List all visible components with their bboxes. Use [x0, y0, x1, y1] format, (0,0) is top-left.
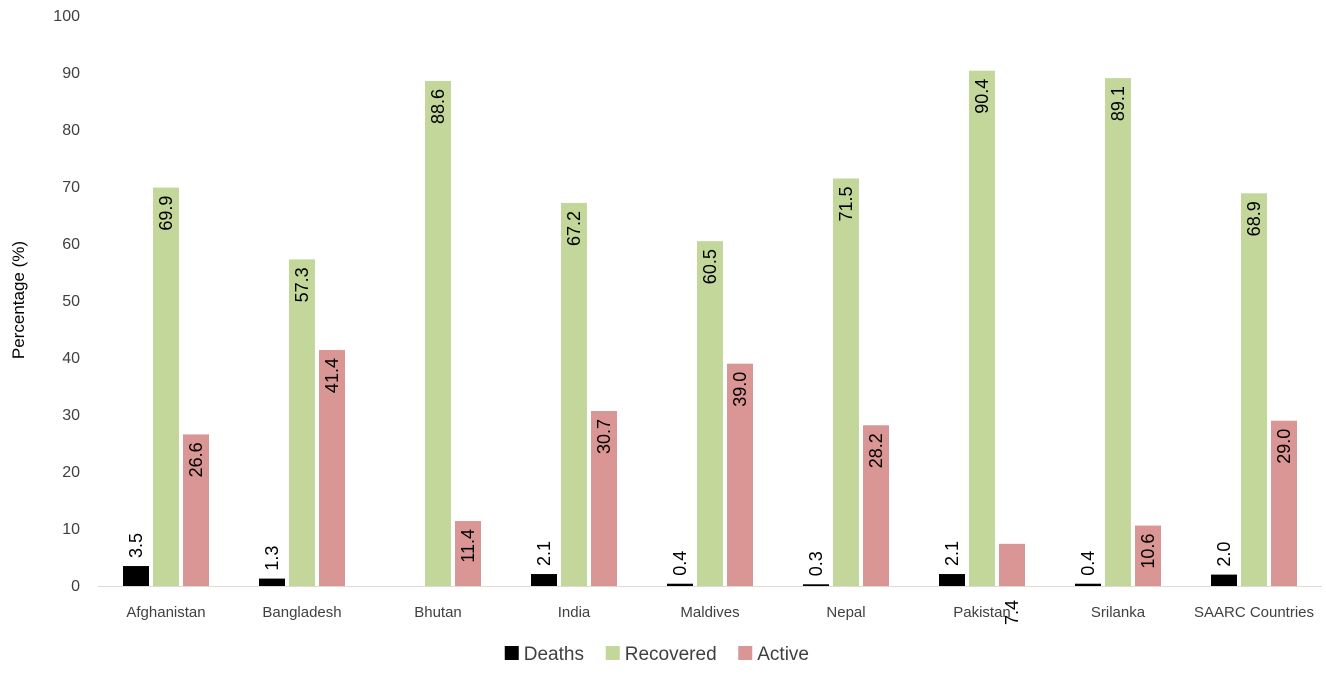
x-tick-label: Nepal	[826, 604, 865, 621]
y-tick-label: 50	[62, 293, 80, 310]
bar-active	[727, 363, 753, 586]
bar-active	[863, 425, 889, 586]
x-tick-label: Pakistan	[953, 604, 1011, 621]
data-label-deaths: 0.3	[806, 551, 826, 576]
x-tick-label: Maldives	[680, 604, 739, 621]
bar-recovered	[1241, 193, 1267, 586]
data-labels-group: 3.5 69.9 26.6 1.3 57.3 41.4 88.6 11.4 2.1 67.2 30.…	[126, 79, 1294, 625]
data-label-active: 10.6	[1138, 534, 1158, 569]
bar-active	[1135, 525, 1161, 586]
data-label-active: 26.6	[186, 442, 206, 477]
data-label-active: 30.7	[594, 419, 614, 454]
data-label-recovered: 67.2	[564, 211, 584, 246]
data-label-active: 28.2	[866, 433, 886, 468]
legend-label-recovered: Recovered	[625, 644, 717, 665]
legend-label-deaths: Deaths	[524, 644, 584, 665]
data-label-active: 41.4	[322, 358, 342, 393]
data-label-active: 29.0	[1274, 429, 1294, 464]
data-label-recovered: 88.6	[428, 89, 448, 124]
bar-deaths	[939, 574, 965, 586]
y-tick-label: 60	[62, 236, 80, 253]
y-tick-label: 20	[62, 464, 80, 481]
bar-active	[183, 434, 209, 586]
data-label-recovered: 68.9	[1244, 201, 1264, 236]
bar-deaths	[667, 583, 693, 586]
data-label-recovered: 60.5	[700, 249, 720, 284]
bars-group	[123, 70, 1297, 587]
y-tick-label: 70	[62, 179, 80, 196]
bar-deaths	[259, 578, 285, 586]
bar-active	[999, 543, 1025, 586]
bar-recovered	[425, 80, 451, 586]
legend: Deaths Recovered Active	[504, 644, 809, 665]
legend-label-active: Active	[757, 644, 809, 665]
y-tick-label: 0	[71, 578, 80, 595]
bar-recovered	[697, 241, 723, 586]
legend-swatch-active	[738, 646, 753, 660]
x-tick-label: Bangladesh	[262, 604, 341, 621]
bar-recovered	[153, 187, 179, 586]
data-label-deaths: 1.3	[262, 546, 282, 571]
y-axis-label: Percentage (%)	[9, 241, 28, 359]
bar-recovered	[969, 70, 995, 587]
bar-active	[319, 350, 345, 586]
data-label-deaths: 3.5	[126, 533, 146, 558]
bar-active	[1271, 420, 1297, 586]
y-tick-label: 80	[62, 122, 80, 139]
data-label-recovered: 71.5	[836, 186, 856, 221]
data-label-recovered: 69.9	[156, 196, 176, 231]
y-tick-label: 40	[62, 350, 80, 367]
legend-swatch-recovered	[605, 646, 620, 660]
x-tick-label: SAARC Countries	[1194, 604, 1314, 621]
data-label-recovered: 90.4	[972, 79, 992, 114]
y-tick-label: 10	[62, 521, 80, 538]
data-label-deaths: 2.0	[1214, 542, 1234, 567]
data-label-recovered: 57.3	[292, 267, 312, 302]
category-labels-group: Afghanistan Bangladesh Bhutan India Maldives…	[126, 604, 1314, 621]
bar-deaths	[531, 574, 557, 586]
bar-recovered	[833, 178, 859, 586]
bar-active	[591, 411, 617, 586]
data-label-deaths: 0.4	[1078, 551, 1098, 576]
bar-deaths	[1075, 583, 1101, 586]
bar-deaths	[123, 566, 149, 586]
data-label-deaths: 0.4	[670, 551, 690, 576]
bar-deaths	[1211, 574, 1237, 586]
x-tick-label: Bhutan	[414, 604, 462, 621]
bar-active	[455, 521, 481, 586]
y-axis-ticks: 0 10 20 30 40 50 60 70 80 90 100	[53, 8, 80, 595]
data-label-active: 7.4	[1002, 600, 1022, 625]
data-label-deaths: 2.1	[534, 541, 554, 566]
bar-recovered	[1105, 78, 1131, 586]
data-label-deaths: 2.1	[942, 541, 962, 566]
y-tick-label: 100	[53, 8, 80, 25]
x-tick-label: Afghanistan	[126, 604, 205, 621]
y-tick-label: 90	[62, 65, 80, 82]
data-label-active: 11.4	[458, 529, 478, 563]
bar-deaths	[803, 584, 829, 586]
legend-swatch-deaths	[504, 646, 519, 660]
y-tick-label: 30	[62, 407, 80, 424]
x-tick-label: Srilanka	[1091, 604, 1146, 621]
data-label-recovered: 89.1	[1108, 86, 1128, 121]
bar-recovered	[561, 202, 587, 586]
data-label-active: 39.0	[730, 372, 750, 407]
bar-recovered	[289, 259, 315, 586]
x-tick-label: India	[558, 604, 591, 621]
